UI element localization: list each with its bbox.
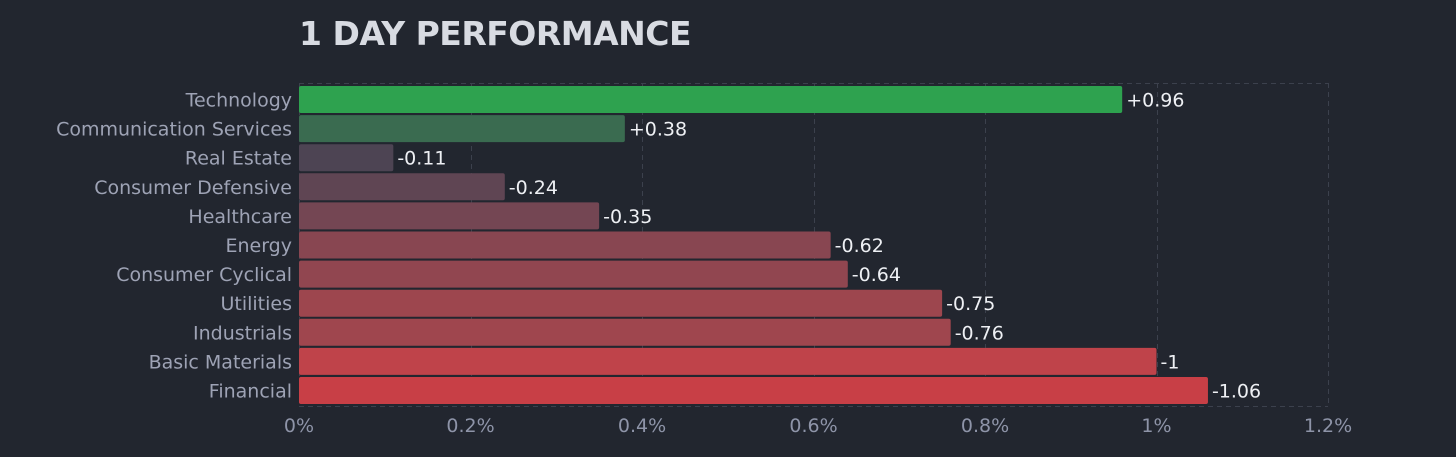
value-label: +0.38: [629, 119, 687, 141]
value-label: -0.35: [603, 206, 652, 228]
x-tick-label: 1%: [1141, 415, 1171, 437]
x-tick-label: 0.6%: [789, 415, 837, 437]
bar-healthcare: [299, 202, 600, 230]
bar-energy: [299, 231, 831, 259]
x-tick-label: 0.8%: [961, 415, 1009, 437]
x-tick-label: 0.4%: [618, 415, 666, 437]
value-label: +0.96: [1126, 90, 1184, 112]
bar-technology: [299, 86, 1123, 113]
category-label: Technology: [185, 90, 292, 112]
bar-industrials: [299, 318, 951, 346]
grid-lines: [299, 83, 1329, 407]
category-labels: Technology Communication Services Real Est…: [56, 90, 292, 403]
category-label: Consumer Cyclical: [116, 264, 292, 286]
value-label: -0.76: [955, 322, 1004, 344]
value-label: -0.62: [835, 235, 884, 257]
value-label: -0.75: [946, 293, 995, 315]
value-label: -0.64: [852, 264, 901, 286]
x-tick-label: 0%: [284, 415, 314, 437]
chart-title: 1 DAY PERFORMANCE: [299, 14, 691, 53]
category-label: Basic Materials: [149, 351, 292, 373]
category-label: Utilities: [220, 293, 292, 315]
x-tick-label: 1.2%: [1304, 415, 1352, 437]
bar-communication-services: [299, 115, 625, 143]
category-label: Real Estate: [185, 148, 292, 170]
x-tick-label: 0.2%: [446, 415, 494, 437]
category-label: Healthcare: [188, 206, 292, 228]
bar-financial: [299, 377, 1208, 404]
bar-consumer-cyclical: [299, 260, 848, 288]
category-label: Communication Services: [56, 119, 292, 141]
bars: [299, 86, 1208, 404]
bar-utilities: [299, 289, 943, 317]
category-label: Financial: [209, 381, 292, 403]
category-label: Consumer Defensive: [94, 177, 292, 199]
bar-consumer-defensive: [299, 173, 505, 201]
category-label: Energy: [225, 235, 292, 257]
value-labels: +0.96 +0.38 -0.11 -0.24 -0.35 -0.62 -0.64 -0.75…: [397, 90, 1261, 403]
value-label: -1: [1161, 351, 1180, 373]
value-label: -1.06: [1212, 381, 1261, 403]
x-axis-tick-labels: 0% 0.2% 0.4% 0.6% 0.8% 1% 1.2%: [284, 415, 1352, 437]
bar-basic-materials: [299, 347, 1157, 375]
category-label: Industrials: [193, 322, 292, 344]
bar-real-estate: [299, 144, 394, 172]
value-label: -0.24: [509, 177, 558, 199]
value-label: -0.11: [397, 148, 446, 170]
